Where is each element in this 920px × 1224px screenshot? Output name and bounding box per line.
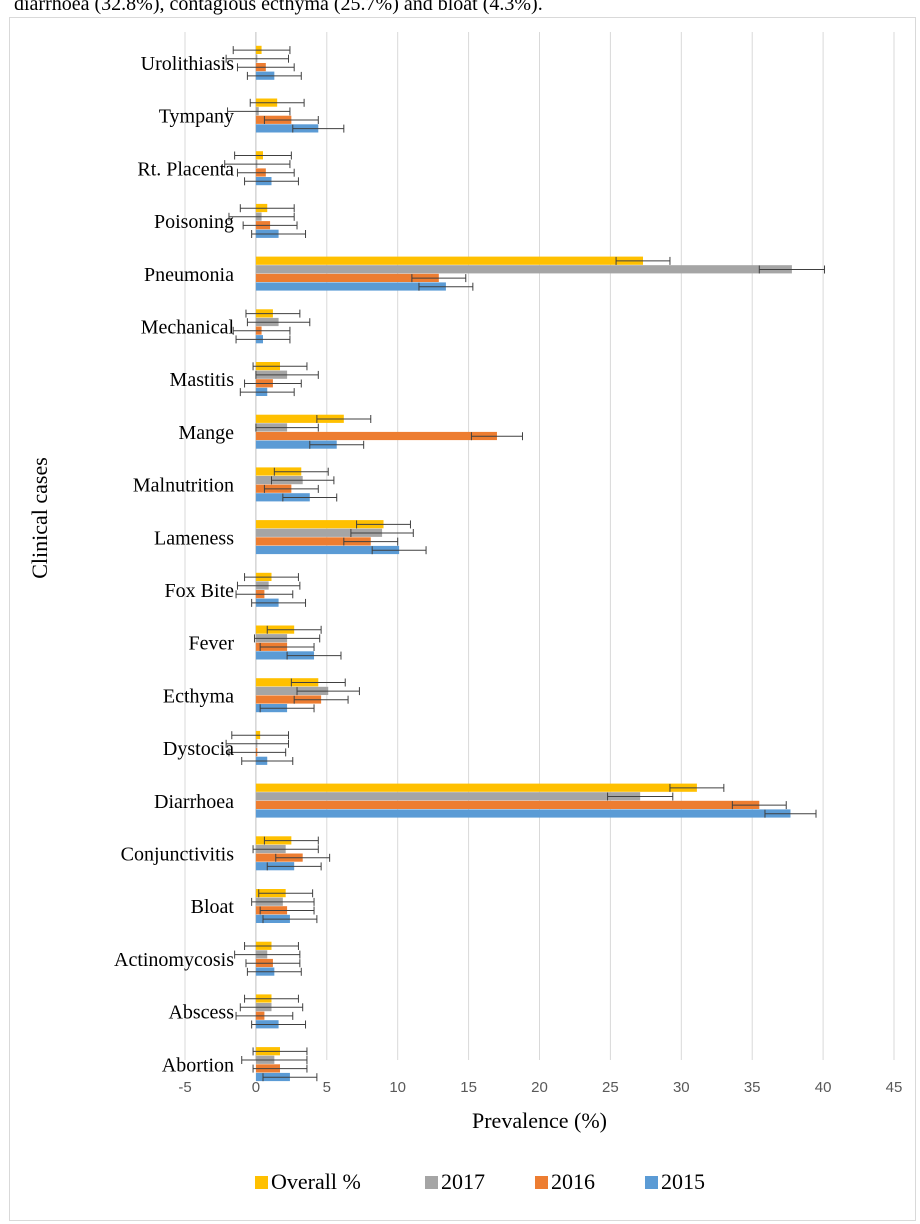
category-label: Abortion [162, 1054, 234, 1076]
chart-area: Urolithiasis Tympany Rt. Placenta Poisoning… [9, 17, 916, 1221]
category-label: Bloat [191, 896, 235, 918]
category-label: Conjunctivitis [121, 844, 235, 866]
category-label: Rt. Placenta [137, 158, 234, 180]
bar [255, 678, 319, 687]
bar [255, 265, 792, 274]
bar [255, 528, 383, 537]
category-label: Actinomycosis [114, 949, 234, 971]
legend-label: Overall % [271, 1169, 361, 1194]
bar [255, 651, 315, 660]
x-tick-label: 10 [389, 1079, 406, 1096]
x-tick-label: 45 [886, 1079, 903, 1096]
legend-swatch [425, 1176, 438, 1189]
legend-swatch [645, 1176, 658, 1189]
bar [255, 414, 344, 423]
category-label: Diarrhoea [154, 791, 234, 813]
bar [255, 282, 446, 291]
category-label: Ecthyma [163, 685, 234, 707]
x-axis-title: Prevalence (%) [472, 1108, 607, 1133]
x-tick-label: 40 [815, 1079, 832, 1096]
bar [255, 783, 697, 792]
category-label: Fever [188, 633, 234, 655]
bar [255, 809, 791, 818]
category-label: Mechanical [141, 317, 235, 339]
legend: Overall % 2017 2016 2015 [255, 1169, 705, 1194]
gridlines [184, 32, 895, 1060]
bar [255, 792, 641, 801]
bar [255, 537, 371, 546]
bar [255, 273, 439, 282]
legend-label: 2017 [441, 1169, 485, 1194]
category-label: Poisoning [154, 211, 234, 233]
category-label: Pneumonia [144, 264, 234, 286]
legend-label: 2016 [551, 1169, 595, 1194]
category-label: Mastitis [170, 369, 235, 391]
category-label: Malnutrition [133, 475, 234, 497]
category-label: Urolithiasis [141, 53, 235, 75]
bar [255, 256, 644, 265]
bar [255, 440, 337, 449]
category-label: Dystocia [163, 738, 234, 760]
x-tick-label: 5 [323, 1079, 331, 1096]
category-labels: Urolithiasis Tympany Rt. Placenta Poisoning… [114, 53, 234, 1076]
bar-chart: Urolithiasis Tympany Rt. Placenta Poisoning… [27, 32, 902, 1194]
bar [255, 431, 497, 441]
x-tick-label: 0 [252, 1079, 260, 1096]
y-axis-title: Clinical cases [27, 457, 52, 579]
legend-swatch [535, 1176, 548, 1189]
legend-swatch [255, 1176, 268, 1189]
category-label: Lameness [154, 527, 234, 549]
bar-group [255, 45, 792, 1082]
category-label: Mange [178, 422, 234, 444]
bar [255, 800, 760, 809]
x-tick-labels: -5 0 5 10 15 20 25 30 35 40 45 [178, 1079, 902, 1096]
x-tick-label: 25 [602, 1079, 619, 1096]
x-tick-label: 30 [673, 1079, 690, 1096]
bar [255, 686, 329, 695]
legend-label: 2015 [661, 1169, 705, 1194]
x-tick-label: -5 [178, 1079, 191, 1096]
error-bar-group [224, 46, 826, 1082]
caption-text: diarrhoea (32.8%), contagious ecthyma (2… [14, 0, 543, 15]
x-tick-label: 35 [744, 1079, 761, 1096]
bar [255, 124, 319, 133]
category-label: Tympany [159, 106, 234, 128]
bar [255, 695, 322, 704]
x-tick-label: 15 [460, 1079, 477, 1096]
bar [255, 545, 400, 555]
category-label: Fox Bite [165, 580, 235, 602]
x-tick-label: 20 [531, 1079, 548, 1096]
bar [255, 520, 384, 529]
category-label: Abscess [168, 1002, 234, 1024]
